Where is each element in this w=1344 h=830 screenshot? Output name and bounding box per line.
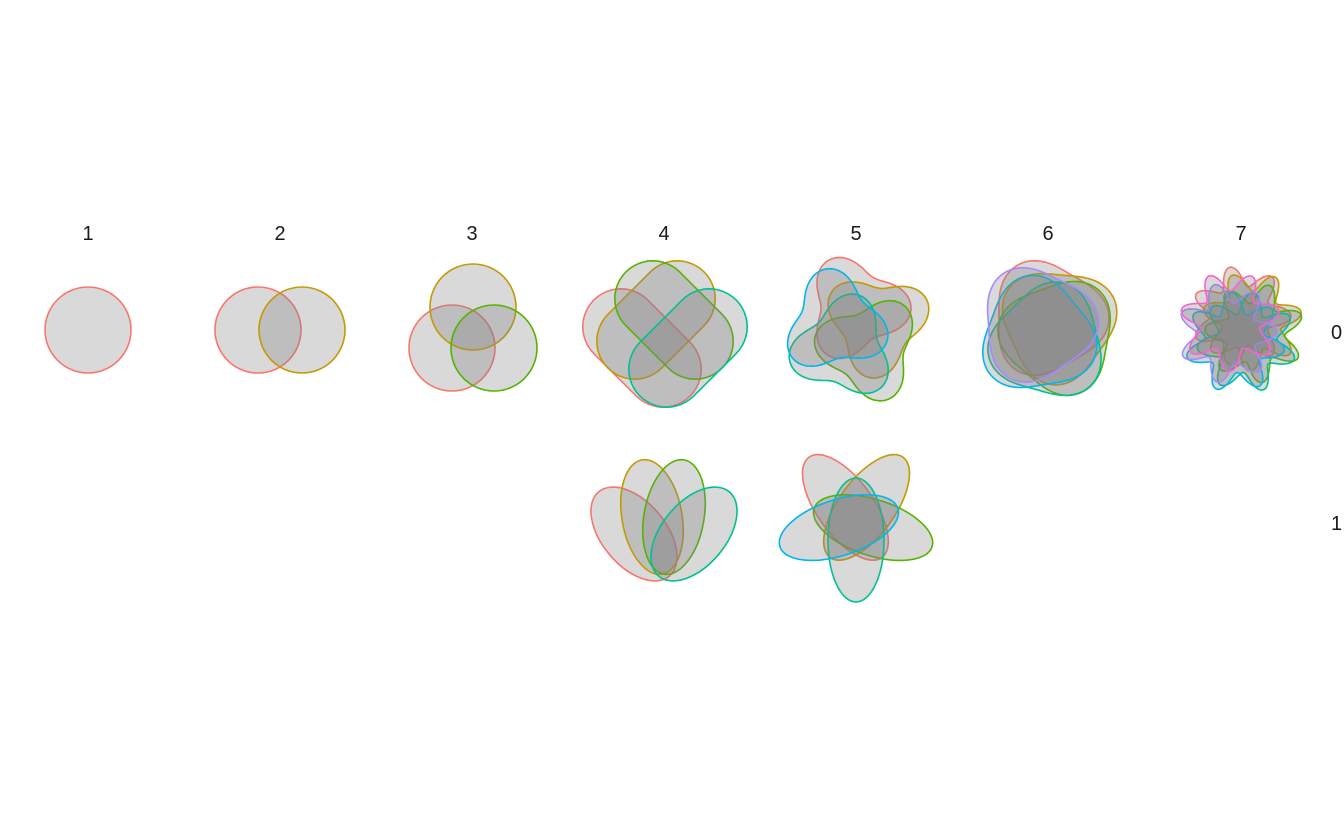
facet-column-label-3: 3 bbox=[466, 223, 477, 245]
facet-column-label-5: 5 bbox=[850, 223, 861, 245]
venn-2-sets bbox=[215, 287, 345, 373]
venn-3-sets-set-3-shape bbox=[451, 305, 537, 391]
facet-row-label-1: 1 bbox=[1331, 513, 1342, 535]
venn-3-sets bbox=[409, 264, 537, 391]
venn-4-sets-ellipse bbox=[574, 455, 754, 597]
facet-column-label-6: 6 bbox=[1042, 223, 1053, 245]
venn-1-sets-set-1-shape bbox=[45, 287, 131, 373]
venn-5-sets-ellipse bbox=[771, 441, 940, 602]
venn-6-sets-wavy bbox=[983, 261, 1117, 396]
venn-4-sets-stadium bbox=[583, 261, 747, 407]
venn-1-sets bbox=[45, 287, 131, 373]
facet-column-label-2: 2 bbox=[274, 223, 285, 245]
venn-7-sets-wavy bbox=[1181, 267, 1301, 390]
facet-column-label-7: 7 bbox=[1235, 223, 1246, 245]
facet-column-label-4: 4 bbox=[658, 223, 669, 245]
venn-5-sets-wavy bbox=[788, 258, 929, 401]
venn-2-sets-set-2-shape bbox=[259, 287, 345, 373]
facet-column-label-1: 1 bbox=[82, 223, 93, 245]
facet-row-label-0: 0 bbox=[1331, 322, 1342, 344]
